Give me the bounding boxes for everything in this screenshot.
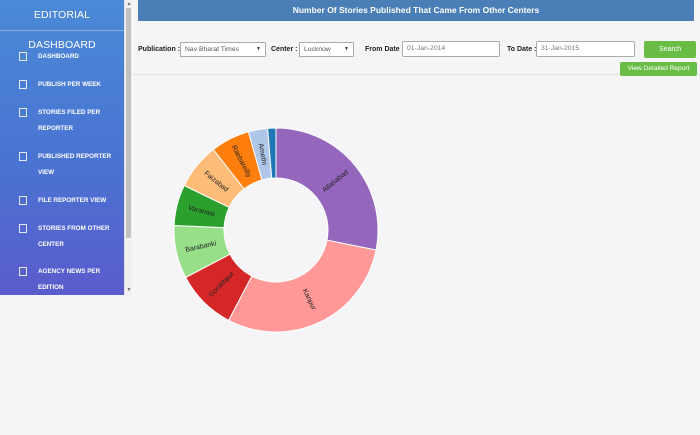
slice-other[interactable] (267, 127, 277, 179)
sidebar-item-label: FILE REPORTER VIEW (38, 197, 107, 204)
page-title: Number Of Stories Published That Came Fr… (138, 0, 694, 21)
sidebar-item-stories-from-other-center[interactable]: STORIES FROM OTHER CENTER (0, 220, 124, 252)
from-date-label: From Date : (365, 46, 404, 53)
sidebar-item-label: DASHBOARD (38, 53, 79, 60)
scroll-down-arrow-icon[interactable]: ▼ (126, 287, 132, 293)
sidebar-divider (0, 30, 124, 31)
checkbox-icon[interactable] (19, 267, 27, 276)
center-label: Center : (271, 46, 298, 53)
sidebar-scrollbar[interactable]: ▲ ▼ (124, 0, 132, 295)
sidebar-item-agency-news-per-edition[interactable]: AGENCY NEWS PER EDITION (0, 263, 124, 295)
slice-kanpur[interactable] (227, 239, 377, 333)
slice-allahabad[interactable] (275, 127, 379, 251)
to-date-input[interactable]: 31-Jan-2015 (536, 41, 635, 57)
sidebar-item-label: STORIES FROM OTHER CENTER (38, 225, 110, 248)
publication-select-value: Nav Bharat Times (185, 46, 240, 53)
from-date-input[interactable]: 01-Jan-2014 (402, 41, 500, 57)
filter-bar: Publication : Nav Bharat Times ▼ Center … (132, 34, 700, 76)
checkbox-icon[interactable] (19, 196, 27, 205)
sidebar-item-published-reporter-view[interactable]: PUBLISHED REPORTER VIEW (0, 148, 124, 180)
publication-label: Publication : (138, 46, 180, 53)
scroll-thumb[interactable] (126, 8, 131, 238)
slice-label-amethi: Amethi (257, 143, 268, 166)
sidebar-item-label: AGENCY NEWS PER EDITION (38, 268, 101, 291)
sidebar-item-label: PUBLISH PER WEEK (38, 81, 101, 88)
chevron-down-icon: ▼ (344, 46, 349, 52)
to-date-label: To Date : (507, 46, 537, 53)
publication-select[interactable]: Nav Bharat Times ▼ (180, 42, 266, 57)
chevron-down-icon: ▼ (256, 46, 261, 52)
checkbox-icon[interactable] (19, 80, 27, 89)
chart-slices (173, 127, 379, 333)
sidebar-item-file-reporter-view[interactable]: FILE REPORTER VIEW (0, 192, 124, 210)
checkbox-icon[interactable] (19, 152, 27, 161)
sidebar-item-label: STORIES FILED PER REPORTER (38, 109, 101, 132)
sidebar-item-stories-filed-per-reporter[interactable]: STORIES FILED PER REPORTER (0, 104, 124, 136)
checkbox-icon[interactable] (19, 52, 27, 61)
center-select[interactable]: Lucknow ▼ (299, 42, 354, 57)
sidebar-item-dashboard[interactable]: DASHBOARD (0, 48, 124, 66)
view-detailed-report-button[interactable]: View Detailed Report (620, 62, 697, 76)
scroll-up-arrow-icon[interactable]: ▲ (126, 1, 132, 7)
checkbox-icon[interactable] (19, 224, 27, 233)
center-select-value: Lucknow (304, 46, 331, 53)
sidebar-item-label: PUBLISHED REPORTER VIEW (38, 153, 112, 176)
sidebar-title: EDITORIAL DASHBOARD (28, 9, 96, 51)
sidebar-item-publish-per-week[interactable]: PUBLISH PER WEEK (0, 76, 124, 94)
checkbox-icon[interactable] (19, 108, 27, 117)
search-button[interactable]: Search (644, 41, 696, 58)
sidebar: EDITORIAL DASHBOARD DASHBOARD PUBLISH PE… (0, 0, 124, 295)
